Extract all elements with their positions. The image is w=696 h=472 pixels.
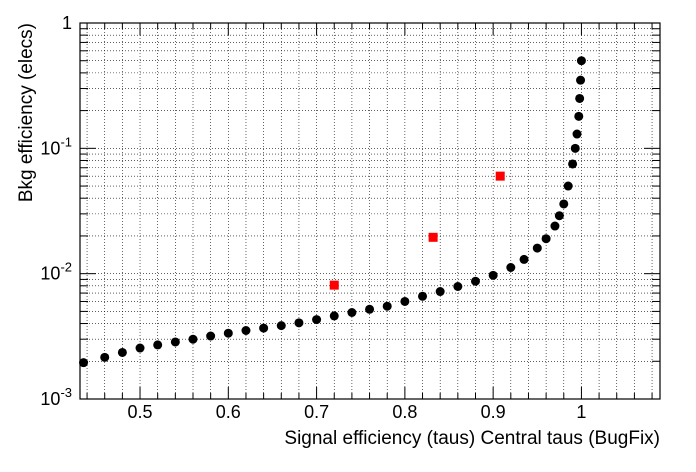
data-point — [170, 337, 180, 347]
x-axis-label: Signal efficiency (taus) Central taus (B… — [284, 428, 660, 449]
data-point — [453, 281, 463, 291]
grid — [80, 22, 660, 400]
data-point — [568, 159, 578, 169]
data-point — [563, 181, 573, 191]
y-tick-label: 1 — [62, 13, 72, 33]
data-marks — [79, 56, 586, 368]
data-point — [418, 291, 428, 301]
data-point — [400, 296, 410, 306]
data-point — [206, 331, 216, 341]
data-point — [576, 56, 586, 66]
data-point — [488, 270, 498, 280]
data-point — [188, 334, 198, 344]
x-tick-label: 1 — [576, 402, 586, 422]
data-point — [550, 221, 560, 231]
data-point — [554, 211, 564, 221]
data-point — [470, 276, 480, 286]
data-point — [382, 301, 392, 311]
data-point — [572, 129, 582, 139]
data-point — [100, 352, 110, 362]
data-point — [259, 323, 269, 333]
data-point — [576, 75, 586, 85]
data-point — [276, 321, 286, 331]
y-axis-label: Bkg efficiency (elecs) — [16, 23, 37, 202]
tick-labels: 0.5 0.6 0.7 0.8 0.9 1 1 10-1 10-2 10-3 — [40, 13, 586, 422]
data-point — [223, 328, 233, 338]
x-tick-label: 0.7 — [304, 402, 329, 422]
data-point — [495, 171, 505, 181]
data-point — [241, 326, 251, 335]
data-point — [541, 234, 551, 244]
data-point — [435, 287, 445, 297]
data-point — [559, 199, 569, 209]
data-point — [135, 343, 145, 353]
x-tick-label: 0.6 — [216, 402, 241, 422]
y-tick-label: 10-3 — [40, 385, 72, 409]
x-tick-label: 0.8 — [392, 402, 417, 422]
y-tick-label: 10-1 — [40, 134, 72, 158]
data-point — [519, 254, 529, 264]
data-point — [347, 307, 357, 317]
data-point — [575, 93, 585, 103]
data-point — [294, 318, 304, 328]
data-point — [532, 243, 542, 253]
data-point — [117, 347, 127, 357]
data-point — [506, 262, 516, 272]
y-tick-label: 10-2 — [40, 260, 72, 284]
plot-frame — [79, 22, 661, 400]
data-point — [79, 358, 89, 368]
data-point — [574, 111, 584, 121]
data-point — [312, 315, 322, 325]
data-point — [153, 340, 163, 350]
data-point — [428, 232, 438, 242]
data-point — [365, 304, 375, 314]
data-point — [329, 280, 339, 290]
x-tick-label: 0.5 — [128, 402, 153, 422]
data-point — [570, 143, 580, 153]
x-tick-label: 0.9 — [481, 402, 506, 422]
data-point — [329, 311, 339, 321]
